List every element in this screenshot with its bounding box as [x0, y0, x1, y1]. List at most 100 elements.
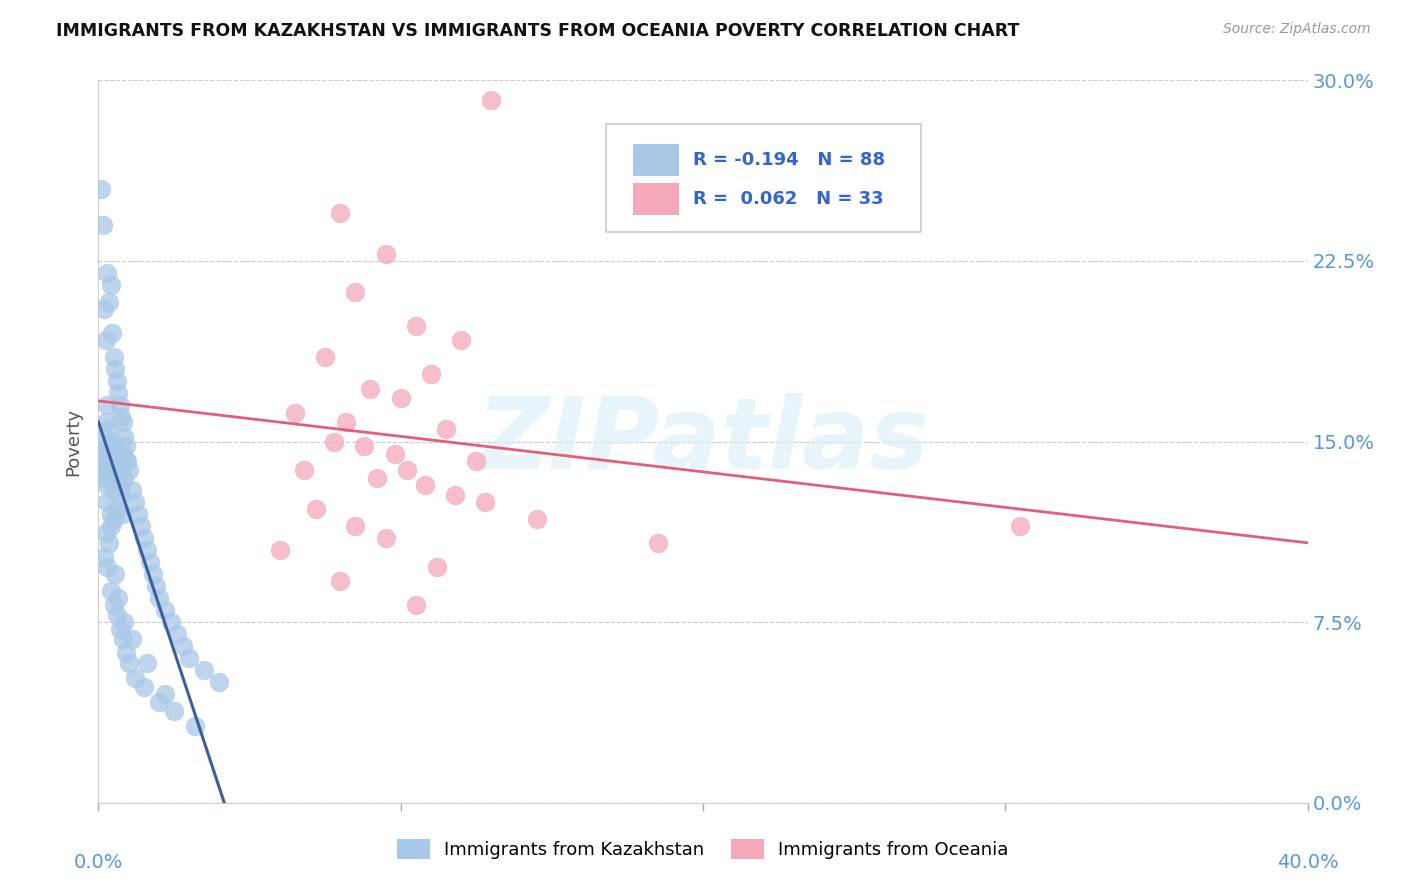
Point: [111, 507, 134, 521]
Point: [145, 579, 167, 593]
Point: [395, 463, 418, 477]
Point: [96, 439, 118, 453]
Point: [108, 463, 131, 477]
Point: [314, 350, 336, 364]
Point: [103, 483, 125, 497]
Point: [292, 463, 315, 477]
Point: [108, 398, 131, 412]
Text: 0.0%: 0.0%: [73, 854, 124, 872]
Point: [305, 502, 328, 516]
Point: [269, 542, 291, 557]
Point: [115, 454, 138, 468]
Y-axis label: Poverty: Poverty: [65, 408, 83, 475]
Point: [103, 599, 125, 613]
Point: [98, 294, 121, 309]
Legend: Immigrants from Kazakhstan, Immigrants from Oceania: Immigrants from Kazakhstan, Immigrants f…: [389, 831, 1017, 866]
Point: [132, 680, 155, 694]
Point: [100, 278, 122, 293]
Point: [374, 531, 396, 545]
Point: [384, 446, 406, 460]
Point: [94, 334, 117, 348]
Point: [90, 446, 112, 460]
Point: [98, 423, 121, 437]
Point: [118, 656, 141, 670]
Point: [91, 218, 114, 232]
Point: [96, 266, 118, 280]
Point: [110, 478, 132, 492]
Point: [103, 454, 125, 468]
Point: [93, 550, 115, 565]
Point: [111, 446, 134, 460]
Point: [121, 483, 143, 497]
Point: [105, 502, 128, 516]
Point: [105, 471, 128, 485]
Point: [344, 285, 367, 300]
Point: [112, 615, 135, 630]
Point: [647, 535, 669, 549]
Point: [124, 671, 146, 685]
Point: [405, 599, 427, 613]
Point: [107, 458, 129, 473]
Point: [284, 406, 307, 420]
Point: [98, 535, 121, 549]
Point: [118, 463, 141, 477]
Point: [444, 487, 467, 501]
Text: IMMIGRANTS FROM KAZAKHSTAN VS IMMIGRANTS FROM OCEANIA POVERTY CORRELATION CHART: IMMIGRANTS FROM KAZAKHSTAN VS IMMIGRANTS…: [56, 22, 1019, 40]
Point: [434, 423, 457, 437]
Point: [100, 446, 122, 460]
FancyBboxPatch shape: [633, 144, 679, 176]
Point: [96, 478, 118, 492]
Point: [94, 415, 117, 429]
Point: [153, 603, 176, 617]
Text: Source: ZipAtlas.com: Source: ZipAtlas.com: [1223, 22, 1371, 37]
Point: [111, 415, 134, 429]
Point: [1010, 519, 1032, 533]
Point: [90, 182, 112, 196]
Point: [135, 656, 157, 670]
Text: 40.0%: 40.0%: [1277, 854, 1339, 872]
Point: [135, 542, 157, 557]
Point: [208, 675, 231, 690]
Point: [114, 647, 136, 661]
Point: [105, 375, 128, 389]
Point: [111, 632, 134, 646]
Point: [184, 719, 207, 733]
Point: [329, 205, 352, 219]
Point: [93, 430, 115, 444]
Point: [127, 507, 149, 521]
Point: [142, 567, 165, 582]
Point: [124, 494, 146, 508]
Point: [104, 362, 127, 376]
Point: [108, 487, 131, 501]
Point: [413, 478, 436, 492]
Point: [389, 391, 412, 405]
Point: [335, 415, 357, 429]
Point: [112, 430, 135, 444]
Point: [93, 301, 115, 317]
Point: [96, 398, 118, 412]
Point: [465, 454, 488, 468]
Point: [100, 519, 122, 533]
Text: R = -0.194   N = 88: R = -0.194 N = 88: [693, 151, 886, 169]
Point: [104, 439, 127, 453]
Point: [101, 434, 124, 449]
Text: R =  0.062   N = 33: R = 0.062 N = 33: [693, 190, 884, 208]
Point: [91, 454, 114, 468]
Point: [96, 559, 118, 574]
Point: [526, 511, 548, 525]
Point: [323, 434, 346, 449]
Point: [426, 559, 449, 574]
Point: [93, 458, 115, 473]
Point: [329, 574, 352, 589]
Point: [474, 494, 496, 508]
Point: [103, 350, 125, 364]
Point: [172, 639, 194, 653]
Point: [105, 607, 128, 622]
FancyBboxPatch shape: [633, 183, 679, 215]
Point: [121, 632, 143, 646]
Point: [160, 615, 183, 630]
Point: [344, 519, 367, 533]
Point: [193, 664, 215, 678]
Point: [139, 555, 162, 569]
Point: [103, 511, 125, 525]
